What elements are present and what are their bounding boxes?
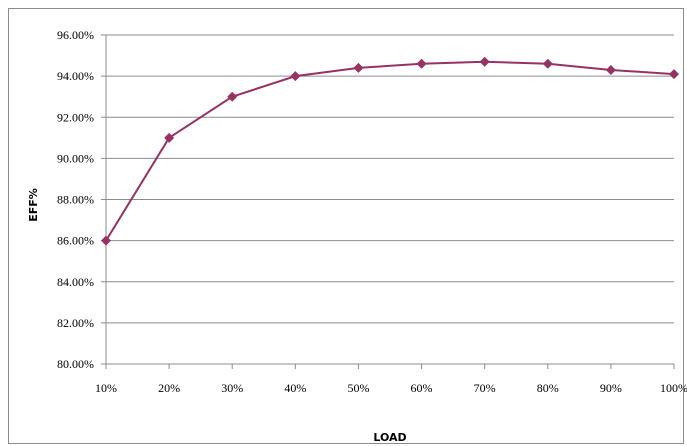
data-point	[605, 64, 616, 75]
y-tick-label: 94.00%	[57, 69, 94, 83]
data-point	[290, 71, 301, 82]
data-point	[542, 58, 553, 69]
y-tick-label: 96.00%	[57, 28, 94, 42]
x-tick-label: 90%	[600, 381, 622, 395]
y-tick-label: 86.00%	[57, 234, 94, 248]
y-tick-label: 82.00%	[57, 316, 94, 330]
data-point	[669, 69, 679, 80]
series-line	[105, 60, 675, 242]
data-point	[101, 235, 111, 246]
x-tick-label: 30%	[221, 381, 243, 395]
x-tick-label: 20%	[158, 381, 180, 395]
y-tick-label: 88.00%	[57, 193, 94, 207]
y-tick-labels: 80.00% 82.00% 84.00% 86.00% 88.00% 90.00% 92.0…	[57, 28, 94, 371]
y-tick-label: 90.00%	[57, 151, 94, 165]
axes	[101, 34, 675, 369]
gridlines	[106, 34, 674, 324]
x-tick-label: 80%	[537, 381, 559, 395]
x-tick-label: 60%	[411, 381, 433, 395]
x-tick-label: 70%	[474, 381, 496, 395]
x-tick-label: 40%	[284, 381, 306, 395]
data-point	[416, 58, 427, 69]
chart-area	[8, 8, 684, 444]
data-point	[353, 62, 364, 73]
series-efficiency	[101, 56, 679, 246]
y-tick-label: 84.00%	[57, 275, 94, 289]
x-tick-labels: 10% 20% 30% 40% 50% 60% 70% 80% 90% 100%	[95, 381, 687, 395]
x-axis-title: LOAD	[373, 431, 406, 444]
data-point	[479, 56, 490, 67]
x-tick-label: 50%	[347, 381, 369, 395]
y-tick-label: 92.00%	[57, 110, 94, 124]
x-tick-label: 10%	[95, 381, 117, 395]
y-axis-title: EFF%	[27, 188, 40, 222]
x-tick-label: 100%	[660, 381, 687, 395]
data-point	[164, 132, 175, 143]
y-tick-label: 80.00%	[57, 357, 94, 371]
data-point	[227, 91, 238, 102]
